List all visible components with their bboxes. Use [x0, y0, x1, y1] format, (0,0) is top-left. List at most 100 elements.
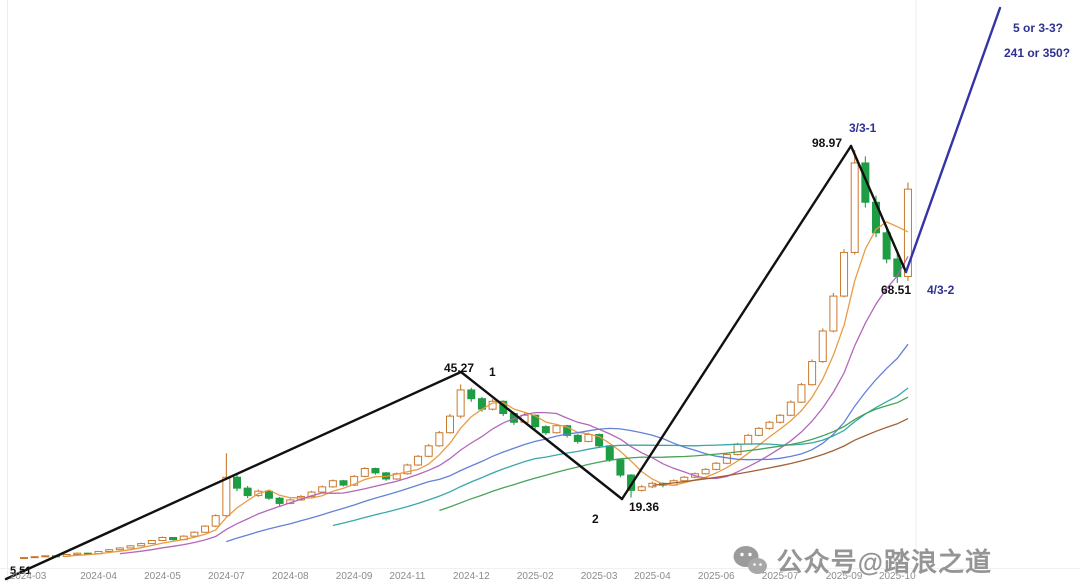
candle-body	[818, 330, 827, 363]
annotation: 98.97	[812, 136, 842, 150]
trend-line	[849, 144, 908, 274]
candle-body	[765, 421, 774, 429]
candle-body	[584, 433, 593, 442]
ma-line-5	[66, 221, 909, 557]
annotation: 68.51	[881, 283, 911, 297]
candle-body	[786, 401, 795, 416]
candle-body	[552, 425, 561, 434]
x-axis-label: 2025-04	[634, 571, 671, 582]
x-axis-label: 2024-03	[10, 571, 47, 582]
candle-body	[776, 414, 785, 423]
candle-body	[882, 232, 891, 260]
candle-body	[733, 443, 742, 456]
trend-line	[459, 370, 624, 501]
candle-body	[541, 426, 550, 434]
candle-body	[616, 459, 625, 476]
candle-body	[637, 486, 646, 491]
candle-body	[722, 454, 731, 464]
x-axis-label: 2024-08	[272, 571, 309, 582]
candle-body	[712, 462, 721, 470]
candle-body	[850, 162, 859, 253]
candle-body	[115, 547, 124, 551]
ma-line-60	[652, 418, 909, 487]
candle-body	[808, 361, 817, 386]
candle-body	[137, 543, 146, 547]
candle-body	[893, 258, 902, 277]
candle-body	[190, 531, 199, 537]
candle-body	[30, 556, 39, 559]
x-axis-label: 2024-09	[336, 571, 373, 582]
candle-body	[797, 384, 806, 403]
candle-body	[840, 251, 849, 297]
candle-body	[211, 515, 220, 527]
candle-body	[627, 474, 636, 491]
candle-body	[861, 162, 870, 203]
x-axis-label: 2025-06	[698, 571, 735, 582]
candle-body	[414, 455, 423, 466]
candle-body	[435, 432, 444, 447]
candle-body	[371, 468, 380, 474]
candle-body	[563, 425, 572, 436]
candle-body	[147, 540, 156, 545]
candle-body	[424, 445, 433, 457]
candle-body	[829, 295, 838, 332]
candle-body	[573, 434, 582, 442]
annotations-layer: 5.51 45.27 1 2 19.36 98.97 3/3-1 68.51 4/3-2 5 or…	[10, 21, 1070, 577]
ma-lines-layer	[66, 221, 909, 557]
x-axis-label: 2024-07	[208, 571, 245, 582]
x-axis-label: 2025-03	[581, 571, 618, 582]
ma-line-20	[226, 343, 909, 543]
ma-line-30	[332, 387, 909, 527]
annotation: 241 or 350?	[1004, 46, 1070, 60]
candle-body	[680, 476, 689, 482]
candle-body	[275, 497, 284, 504]
x-axis-label: 2025-10	[879, 571, 916, 582]
candle-body	[456, 389, 465, 417]
annotation: 45.27	[444, 361, 474, 375]
candle-body	[222, 476, 231, 517]
annotation: 2	[592, 512, 599, 526]
annotation: 5 or 3-3?	[1013, 21, 1063, 35]
trend-lines-layer	[4, 144, 908, 581]
annotation: 4/3-2	[927, 283, 955, 297]
candle-body	[403, 464, 412, 475]
candle-body	[903, 188, 912, 277]
candle-body	[360, 468, 369, 477]
candle-body	[318, 486, 327, 493]
candle-body	[744, 434, 753, 445]
trend-line	[620, 144, 853, 501]
candle-body	[328, 480, 337, 488]
trend-line	[4, 370, 463, 581]
candles-layer	[20, 149, 912, 560]
annotation: 3/3-1	[849, 121, 877, 135]
candle-body	[446, 415, 454, 434]
x-axis-label: 2025-07	[762, 571, 799, 582]
candle-body	[243, 487, 252, 497]
candle-body	[20, 557, 28, 560]
candle-body	[169, 536, 178, 541]
ma-line-40	[439, 396, 909, 512]
candle-body	[605, 445, 614, 461]
candle-body	[264, 490, 273, 499]
x-axis-label: 2025-09	[826, 571, 863, 582]
candle-body	[41, 555, 50, 558]
candle-body	[339, 480, 348, 486]
x-axis-label: 2024-11	[389, 571, 425, 582]
candle-body	[105, 549, 114, 552]
candle-body	[701, 468, 710, 475]
candle-body	[754, 427, 763, 436]
x-axis-label: 2024-12	[453, 571, 490, 582]
candle-body	[233, 476, 241, 489]
x-axis-label: 2024-05	[144, 571, 181, 582]
candle-body	[467, 389, 476, 400]
candle-body	[73, 552, 82, 556]
x-axis-label: 2025-02	[517, 571, 554, 582]
candle-body	[201, 525, 210, 533]
candle-body	[350, 475, 359, 486]
candle-body	[126, 545, 135, 549]
annotation: 5.51	[10, 565, 31, 577]
x-axis-label: 2024-04	[80, 571, 117, 582]
